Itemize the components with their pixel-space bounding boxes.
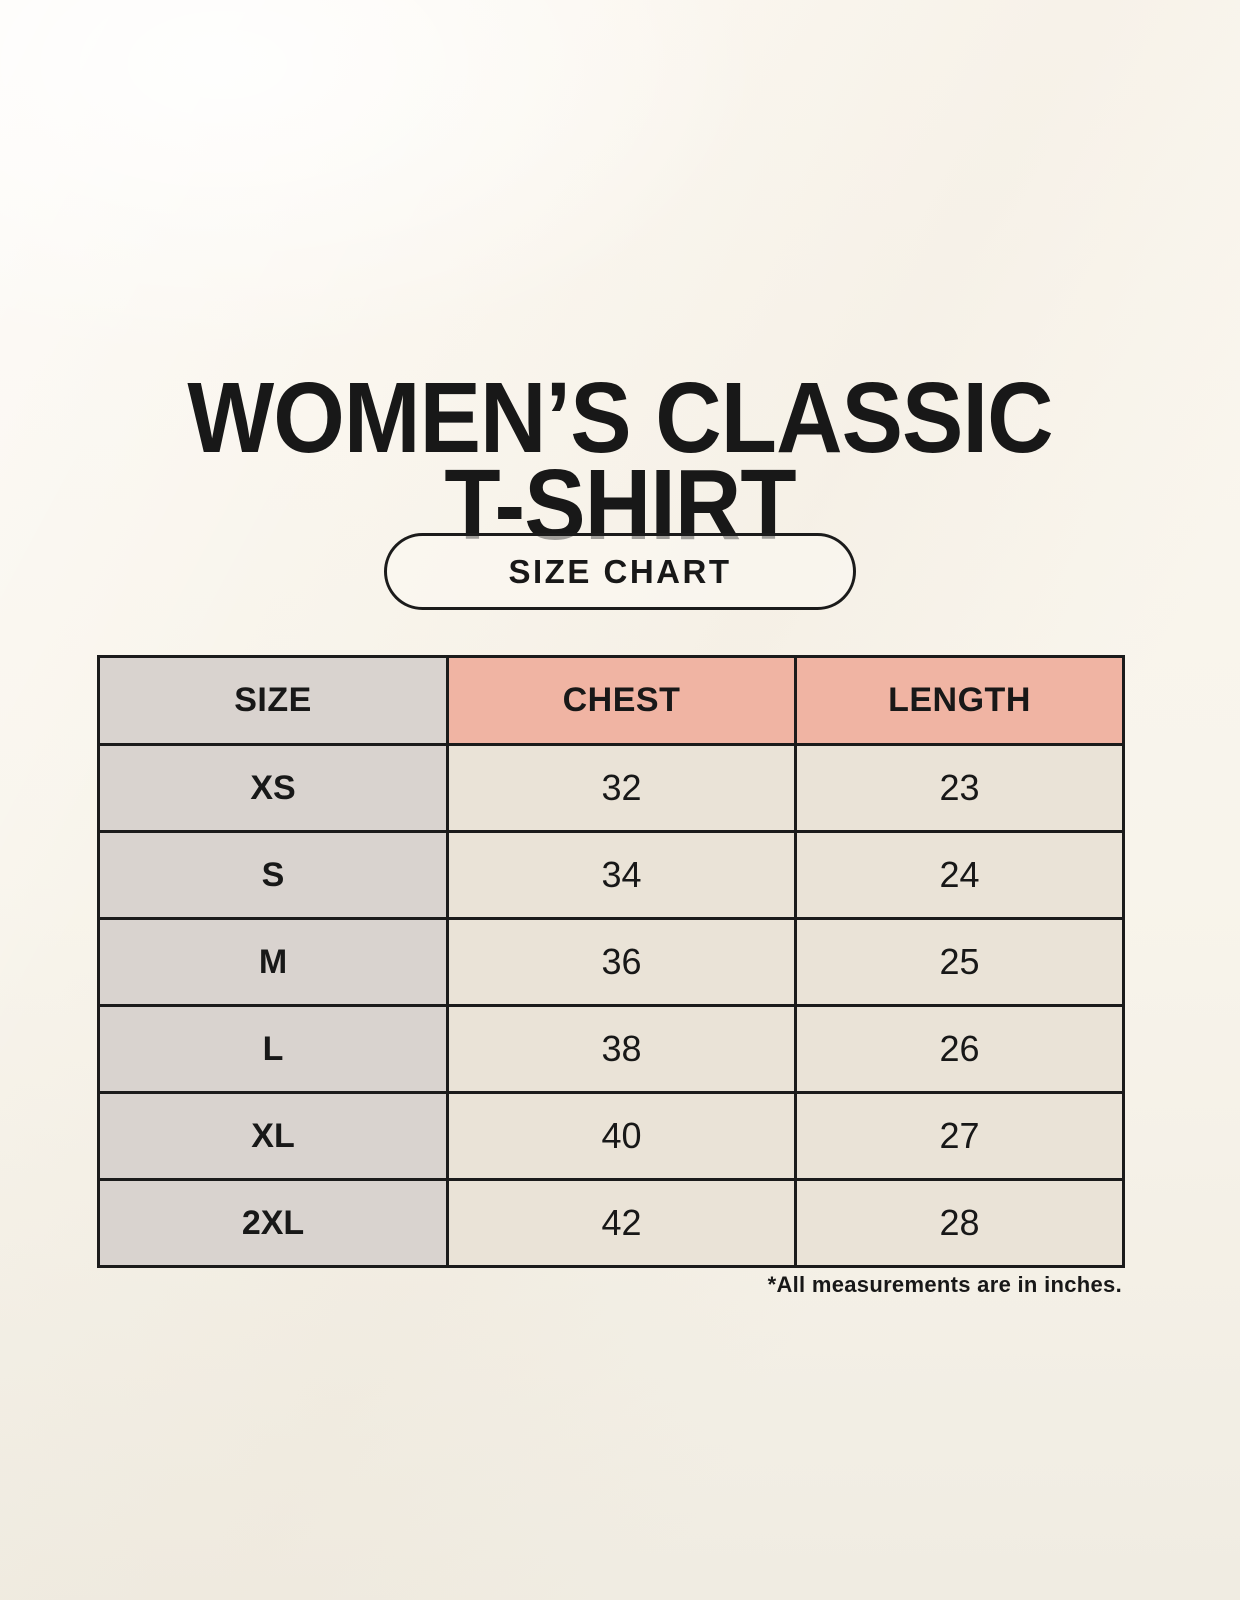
- header-size: SIZE: [97, 655, 449, 746]
- chest-value: 34: [446, 830, 797, 920]
- length-value: 26: [794, 1004, 1125, 1094]
- chest-value: 32: [446, 743, 797, 833]
- size-chart-badge[interactable]: SIZE CHART: [384, 533, 856, 610]
- page-title: WOMEN’S CLASSIC T-SHIRT: [50, 362, 1191, 555]
- size-label: L: [97, 1004, 449, 1094]
- chest-value: 40: [446, 1091, 797, 1181]
- size-label: XL: [97, 1091, 449, 1181]
- table-row-s: S 34 24: [97, 830, 1125, 920]
- table-row-xs: XS 32 23: [97, 743, 1125, 833]
- size-table: SIZE CHEST LENGTH XS 32 23 S 34 24 M 36 …: [97, 655, 1125, 1268]
- header-chest: CHEST: [446, 655, 797, 746]
- chest-value: 42: [446, 1178, 797, 1268]
- chest-value: 38: [446, 1004, 797, 1094]
- length-value: 28: [794, 1178, 1125, 1268]
- header-row: SIZE CHEST LENGTH: [97, 655, 1125, 746]
- measurements-footnote: *All measurements are in inches.: [767, 1272, 1122, 1297]
- length-value: 25: [794, 917, 1125, 1007]
- size-label: XS: [97, 743, 449, 833]
- length-value: 23: [794, 743, 1125, 833]
- length-value: 24: [794, 830, 1125, 920]
- table-row-xl: XL 40 27: [97, 1091, 1125, 1181]
- size-label: M: [97, 917, 449, 1007]
- header-length: LENGTH: [794, 655, 1125, 746]
- chest-value: 36: [446, 917, 797, 1007]
- page-title-line1: WOMEN’S CLASSIC: [187, 362, 1053, 474]
- table-row-2xl: 2XL 42 28: [97, 1178, 1125, 1268]
- size-label: 2XL: [97, 1178, 449, 1268]
- size-chart-badge-label: SIZE CHART: [508, 552, 732, 590]
- table-row-m: M 36 25: [97, 917, 1125, 1007]
- table-row-l: L 38 26: [97, 1004, 1125, 1094]
- size-label: S: [97, 830, 449, 920]
- length-value: 27: [794, 1091, 1125, 1181]
